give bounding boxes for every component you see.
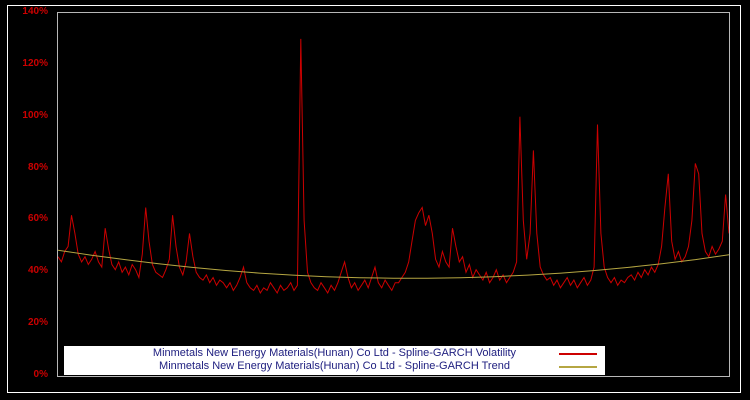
legend-line-sample-volatility — [559, 353, 597, 355]
y-axis-tick-label: 20% — [27, 317, 48, 329]
volatility-line — [58, 38, 729, 295]
y-axis-tick-label: 0% — [33, 369, 48, 380]
y-axis-tick-label: 140% — [22, 6, 48, 17]
legend-item-trend: Minmetals New Energy Materials(Hunan) Co… — [64, 360, 605, 373]
y-axis-tick-label: 80% — [27, 161, 48, 173]
legend-item-volatility: Minmetals New Energy Materials(Hunan) Co… — [64, 347, 605, 360]
legend-label-trend: Minmetals New Energy Materials(Hunan) Co… — [159, 360, 510, 372]
y-axis-tick-label: 40% — [27, 265, 48, 277]
legend: Minmetals New Energy Materials(Hunan) Co… — [64, 346, 605, 375]
legend-label-volatility: Minmetals New Energy Materials(Hunan) Co… — [152, 347, 517, 359]
chart-outer-frame — [7, 5, 741, 393]
trend-line — [58, 249, 729, 279]
legend-line-sample-trend — [559, 366, 597, 368]
y-axis-tick-label: 100% — [22, 109, 48, 121]
y-axis: 0% 20% 40% 60% 80% 100% 120% 140% — [0, 0, 52, 400]
y-axis-tick-label: 60% — [27, 213, 48, 225]
chart-canvas — [58, 38, 729, 295]
y-axis-tick-label: 120% — [22, 57, 48, 69]
plot-area — [57, 12, 730, 377]
